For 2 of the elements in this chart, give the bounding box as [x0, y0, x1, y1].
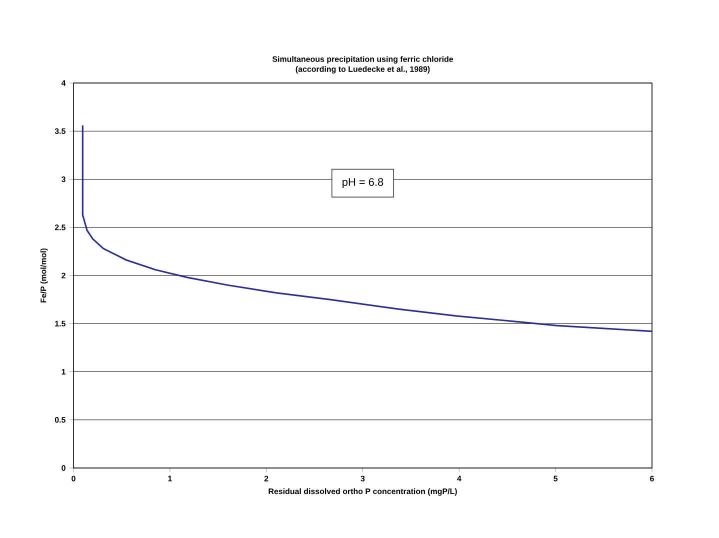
- annotation: pH = 6.8: [342, 178, 384, 188]
- line-series: [82, 124, 652, 332]
